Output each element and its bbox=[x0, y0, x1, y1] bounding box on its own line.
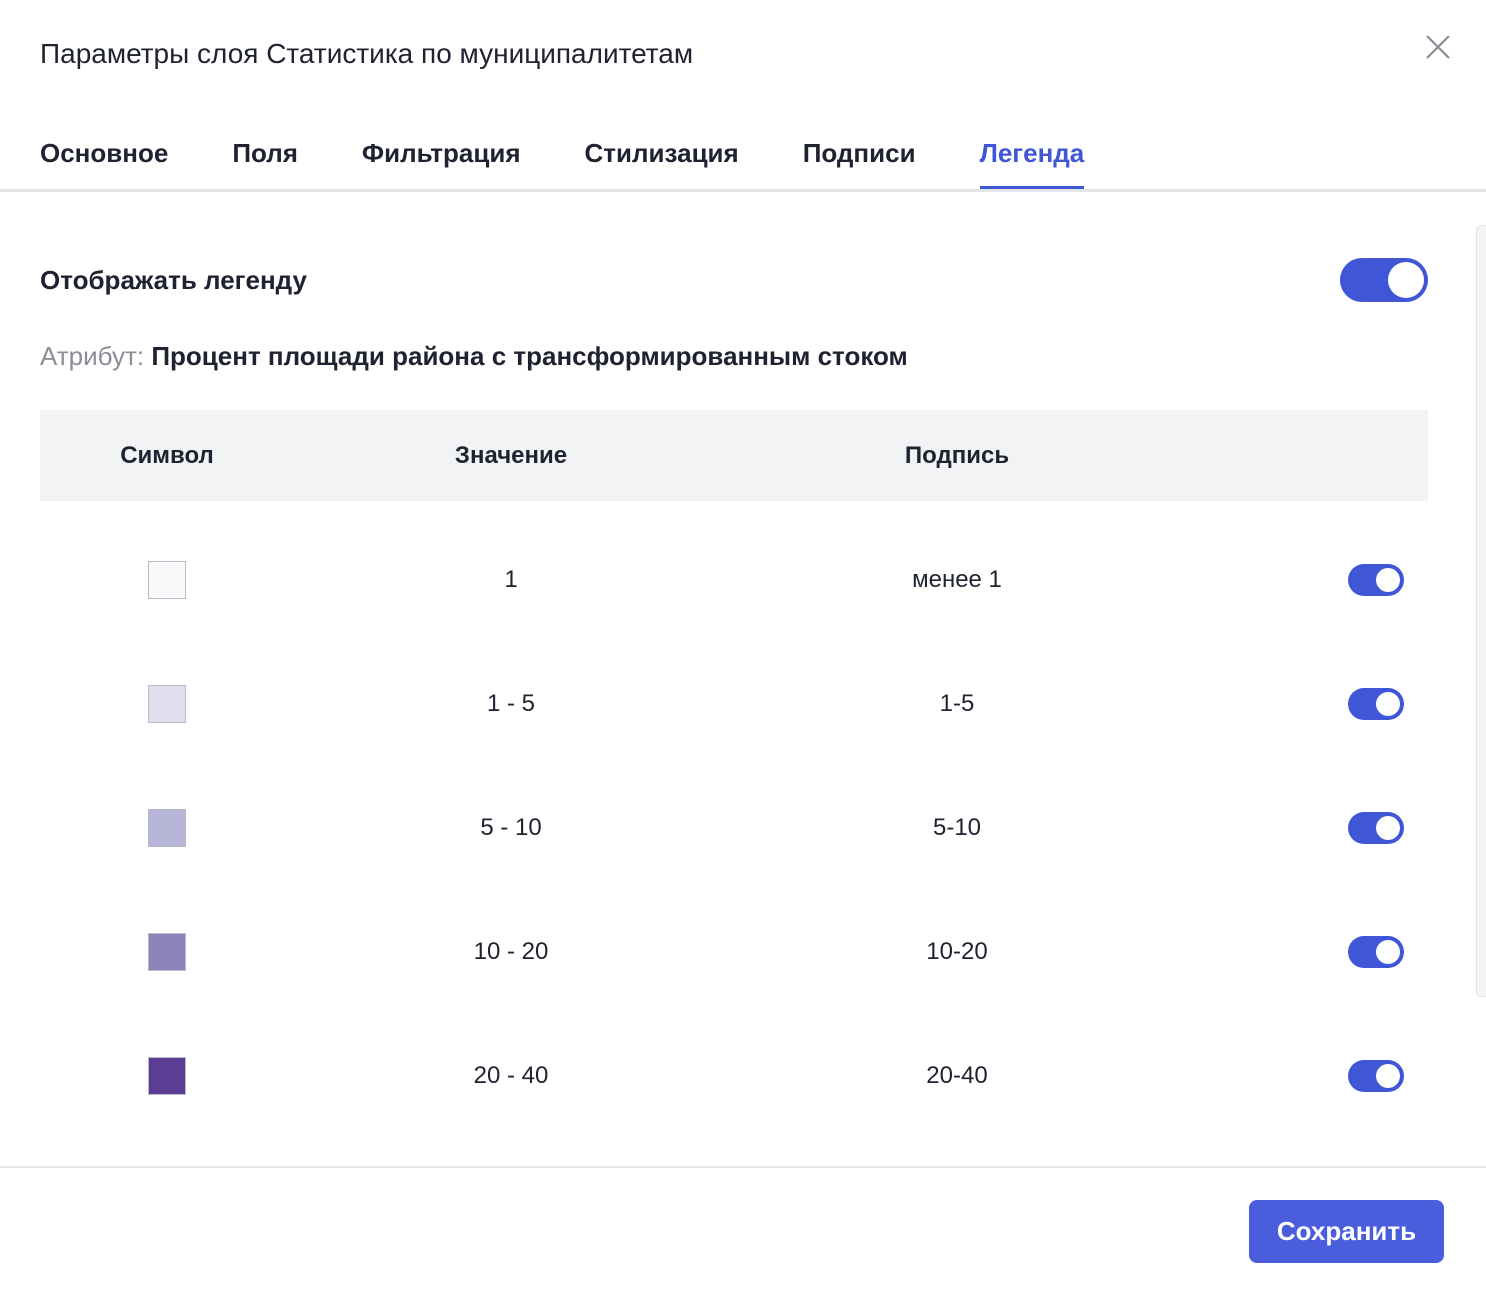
attribute-value: Процент площади района с трансформирован… bbox=[151, 341, 908, 371]
value-cell: 20 - 40 bbox=[473, 1062, 549, 1089]
save-button[interactable]: Сохранить bbox=[1249, 1200, 1444, 1263]
column-header: Подпись bbox=[904, 442, 1010, 469]
symbol-swatch[interactable] bbox=[148, 1057, 186, 1095]
row-toggle[interactable] bbox=[1348, 812, 1404, 844]
row-toggle[interactable] bbox=[1348, 936, 1404, 968]
attribute: Атрибут: Процент площади района с трансф… bbox=[40, 341, 908, 372]
column-header: Символ bbox=[120, 442, 214, 469]
tab[interactable]: Легенда bbox=[979, 138, 1084, 190]
toggle-knob bbox=[1376, 692, 1400, 716]
label-cell: 1-5 bbox=[939, 690, 975, 717]
label-cell: 5-10 bbox=[932, 814, 982, 841]
show-legend-label: Отображать легенду bbox=[40, 265, 307, 295]
label-cell: менее 1 bbox=[912, 566, 1002, 593]
toggle-knob bbox=[1376, 568, 1400, 592]
toggle-knob bbox=[1376, 940, 1400, 964]
close-button[interactable] bbox=[1424, 33, 1452, 61]
toggle-knob bbox=[1376, 816, 1400, 840]
value-cell: 10 - 20 bbox=[473, 938, 549, 965]
value-cell: 1 bbox=[504, 566, 518, 593]
column-header: Значение bbox=[454, 442, 568, 469]
tab-divider bbox=[0, 189, 1486, 192]
scrollbar[interactable] bbox=[1476, 225, 1486, 997]
label-cell: 10-20 bbox=[926, 938, 988, 965]
row-toggle[interactable] bbox=[1348, 1060, 1404, 1092]
toggle-knob bbox=[1388, 262, 1424, 298]
show-legend-toggle[interactable] bbox=[1340, 258, 1428, 302]
label-cell: 20-40 bbox=[926, 1062, 988, 1089]
dialog-title: Параметры слоя Статистика по муниципалит… bbox=[40, 38, 694, 69]
value-cell: 1 - 5 bbox=[486, 690, 536, 717]
attribute-label: Атрибут: bbox=[40, 341, 145, 371]
symbol-swatch[interactable] bbox=[148, 685, 186, 723]
tab[interactable]: Стилизация bbox=[584, 138, 739, 168]
row-toggle[interactable] bbox=[1348, 688, 1404, 720]
row-toggle[interactable] bbox=[1348, 564, 1404, 596]
symbol-swatch[interactable] bbox=[148, 561, 186, 599]
toggle-knob bbox=[1376, 1064, 1400, 1088]
tab[interactable]: Фильтрация bbox=[361, 138, 521, 168]
tab[interactable]: Поля bbox=[232, 138, 298, 168]
tab-bar: Основное Поля Фильтрация Стилизация Подписи Л… bbox=[40, 138, 1084, 190]
footer-divider bbox=[0, 1166, 1486, 1168]
tab[interactable]: Подписи bbox=[802, 138, 916, 168]
table-header: Символ Значение Подпись bbox=[40, 410, 1428, 501]
value-cell: 5 - 10 bbox=[480, 814, 542, 841]
tab[interactable]: Основное bbox=[40, 138, 169, 168]
symbol-swatch[interactable] bbox=[148, 933, 186, 971]
symbol-swatch[interactable] bbox=[148, 809, 186, 847]
